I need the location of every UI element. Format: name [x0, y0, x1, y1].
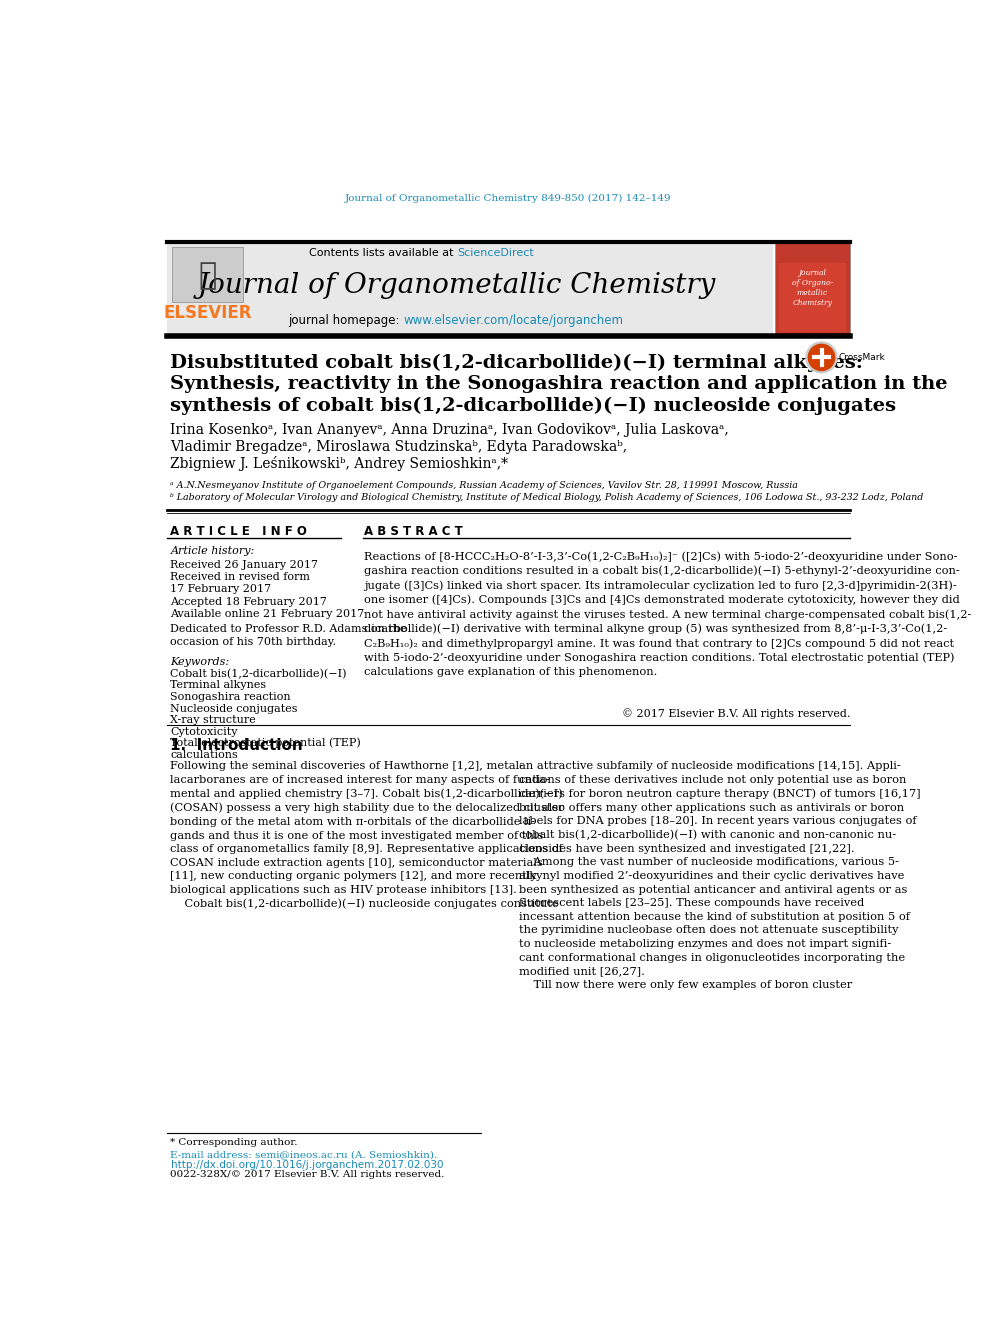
Text: www.elsevier.com/locate/jorganchem: www.elsevier.com/locate/jorganchem	[403, 314, 623, 327]
Text: Sonogashira reaction: Sonogashira reaction	[171, 692, 291, 703]
Text: ᵃ A.N.Nesmeyanov Institute of Organoelement Compounds, Russian Academy of Scienc: ᵃ A.N.Nesmeyanov Institute of Organoelem…	[171, 480, 799, 490]
Text: http://dx.doi.org/10.1016/j.jorganchem.2017.02.030: http://dx.doi.org/10.1016/j.jorganchem.2…	[171, 1160, 443, 1170]
Text: 17 February 2017: 17 February 2017	[171, 585, 272, 594]
Text: Cobalt bis(1,2-dicarbollide)(−I): Cobalt bis(1,2-dicarbollide)(−I)	[171, 668, 347, 679]
Text: Received 26 January 2017: Received 26 January 2017	[171, 560, 318, 569]
Text: Keywords:: Keywords:	[171, 656, 229, 667]
Bar	[775, 242, 850, 336]
Text: © 2017 Elsevier B.V. All rights reserved.: © 2017 Elsevier B.V. All rights reserved…	[622, 708, 850, 718]
Circle shape	[808, 344, 834, 370]
Text: Vladimir Bregadzeᵃ, Miroslawa Studzinskaᵇ, Edyta Paradowskaᵇ,: Vladimir Bregadzeᵃ, Miroslawa Studzinska…	[171, 439, 628, 454]
Text: A R T I C L E   I N F O: A R T I C L E I N F O	[171, 525, 308, 538]
Text: Disubstituted cobalt bis(1,2-dicarbollide)(−I) terminal alkynes:: Disubstituted cobalt bis(1,2-dicarbollid…	[171, 353, 863, 372]
Text: 0022-328X/© 2017 Elsevier B.V. All rights reserved.: 0022-328X/© 2017 Elsevier B.V. All right…	[171, 1170, 444, 1179]
Text: 🌳: 🌳	[198, 262, 217, 290]
Text: Journal
of Organo-
metallic
Chemistry: Journal of Organo- metallic Chemistry	[792, 270, 833, 307]
Text: ELSEVIER: ELSEVIER	[164, 304, 252, 321]
Text: X-ray structure: X-ray structure	[171, 716, 256, 725]
Text: Journal of Organometallic Chemistry: Journal of Organometallic Chemistry	[198, 273, 716, 299]
Bar	[779, 263, 846, 332]
Text: CrossMark: CrossMark	[838, 353, 885, 363]
Text: E-mail address: semi@ineos.ac.ru (A. Semioshkin).: E-mail address: semi@ineos.ac.ru (A. Sem…	[171, 1150, 437, 1159]
Text: Dedicated to Professor R.D. Adams on the: Dedicated to Professor R.D. Adams on the	[171, 624, 407, 634]
Text: Terminal alkynes: Terminal alkynes	[171, 680, 267, 691]
Text: Zbigniew J. Leśnikowskiᵇ, Andrey Semioshkinᵃ,*: Zbigniew J. Leśnikowskiᵇ, Andrey Semiosh…	[171, 456, 509, 471]
Text: Accepted 18 February 2017: Accepted 18 February 2017	[171, 597, 327, 606]
Circle shape	[806, 343, 837, 373]
Text: an attractive subfamily of nucleoside modifications [14,15]. Appli-
cations of t: an attractive subfamily of nucleoside mo…	[519, 761, 921, 990]
Text: ᵇ Laboratory of Molecular Virology and Biological Chemistry, Institute of Medica: ᵇ Laboratory of Molecular Virology and B…	[171, 493, 924, 501]
Text: Received in revised form: Received in revised form	[171, 572, 310, 582]
Text: Reactions of [8-HCCC₂H₂O-8’-I-3,3’-Co(1,2-C₂B₉H₁₀)₂]⁻ ([2]Cs) with 5-iodo-2’-deo: Reactions of [8-HCCC₂H₂O-8’-I-3,3’-Co(1,…	[364, 552, 971, 676]
Text: calculations: calculations	[171, 750, 238, 759]
Text: Irina Kosenkoᵃ, Ivan Ananyevᵃ, Anna Druzinaᵃ, Ivan Godovikovᵃ, Julia Laskovaᵃ,: Irina Kosenkoᵃ, Ivan Ananyevᵃ, Anna Druz…	[171, 423, 729, 437]
Text: journal homepage:: journal homepage:	[288, 314, 403, 327]
Text: Article history:: Article history:	[171, 546, 255, 557]
Text: Total electrostatic potential (TEP): Total electrostatic potential (TEP)	[171, 738, 361, 749]
Text: Available online 21 February 2017: Available online 21 February 2017	[171, 609, 365, 619]
Text: Nucleoside conjugates: Nucleoside conjugates	[171, 704, 298, 713]
Text: Contents lists available at: Contents lists available at	[310, 247, 457, 258]
Bar	[172, 246, 243, 302]
Text: * Corresponding author.: * Corresponding author.	[171, 1138, 298, 1147]
Text: A B S T R A C T: A B S T R A C T	[364, 525, 463, 538]
Text: 1.  Introduction: 1. Introduction	[171, 738, 304, 753]
Text: Following the seminal discoveries of Hawthorne [1,2], metal-
lacarboranes are of: Following the seminal discoveries of Haw…	[171, 761, 564, 909]
Text: Cytotoxicity: Cytotoxicity	[171, 726, 238, 737]
Text: Synthesis, reactivity in the Sonogashira reaction and application in the: Synthesis, reactivity in the Sonogashira…	[171, 376, 948, 393]
Text: synthesis of cobalt bis(1,2-dicarbollide)(−I) nucleoside conjugates: synthesis of cobalt bis(1,2-dicarbollide…	[171, 397, 897, 415]
Text: ScienceDirect: ScienceDirect	[457, 247, 534, 258]
Text: occasion of his 70th birthday.: occasion of his 70th birthday.	[171, 636, 336, 647]
Text: Journal of Organometallic Chemistry 849-850 (2017) 142–149: Journal of Organometallic Chemistry 849-…	[345, 194, 672, 204]
Bar	[167, 242, 773, 336]
